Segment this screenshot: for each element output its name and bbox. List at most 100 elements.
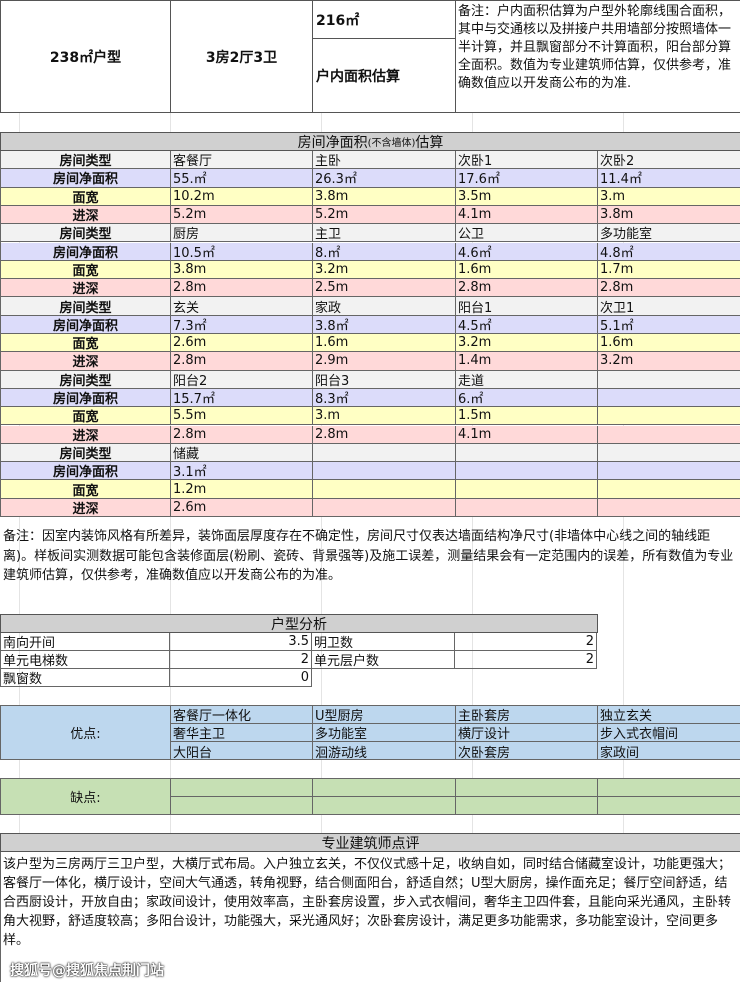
rooms-header: 房间净面积 (不含墙体) 估算 [0,132,740,151]
row-label: 进深 [1,205,171,225]
rooms-title-end: 估算 [415,134,444,151]
review-box [0,852,740,982]
room-cell: 家政 [313,297,456,316]
room-cell: 主卫 [313,224,456,243]
room-cell: 10.2m [171,187,313,206]
room-cell: 储藏 [171,443,313,463]
room-cell: 4.6㎡ [456,242,598,261]
pro-item: 奢华主卫 [171,724,313,742]
analysis-label: 单元层户数 [312,651,455,669]
room-cell: 2.9m [313,352,456,371]
room-cell: 3.2m [313,260,456,280]
row-label: 面宽 [1,334,171,353]
row-label: 房间净面积 [1,462,171,481]
pro-item: 家政间 [598,742,740,761]
room-cell [313,462,456,481]
row-label: 面宽 [1,480,171,499]
room-cell: 3.m [313,407,456,426]
con-item [171,779,313,797]
con-item [171,797,313,815]
room-cell: 2.6m [171,498,313,517]
analysis-table: 南向开间 3.5 明卫数 2 单元电梯数 2 单元层户数 2 飘窗数 0 [0,633,598,687]
room-cell: 多功能室 [598,224,740,243]
rooms-title-small: (不含墙体) [367,138,416,149]
room-cell: 2.8m [171,279,313,298]
row-label: 房间类型 [1,370,171,389]
room-cell: 5.2m [313,205,456,225]
analysis-label: 明卫数 [312,633,455,651]
row-label: 面宽 [1,407,171,426]
analysis-value: 2 [455,651,597,669]
pros-label: 优点: [1,706,171,759]
room-cell: 客餐厅 [171,151,313,170]
room-cell: 2.8m [313,425,456,444]
room-cell: 5.5m [171,407,313,426]
room-cell: 1.6m [598,334,740,353]
room-cell: 3.2m [456,334,598,353]
pro-item: 客餐厅一体化 [171,706,313,724]
area-label: 户内面积估算 [313,39,456,112]
room-cell: 8.㎡ [313,242,456,261]
room-cell: 4.1m [456,205,598,225]
row-label: 房间类型 [1,443,171,463]
room-cell: 2.8m [456,279,598,298]
room-cell: 3.8m [598,205,740,225]
room-cell: 4.5㎡ [456,315,598,334]
room-cell [456,443,598,463]
pro-item: 次卧套房 [456,742,598,760]
row-label: 房间净面积 [1,169,171,188]
analysis-value: 2 [170,651,312,669]
analysis-value: 0 [170,669,312,687]
analysis-label: 飘窗数 [0,669,170,687]
room-cell: 1.4m [456,352,598,371]
con-item [313,797,456,815]
pros-section: 优点: 客餐厅一体化 U型厨房 主卧套房 独立玄关 奢华主卫 多功能室 横厅设计 步入式衣帽间… [0,705,740,760]
room-cell [313,443,456,463]
cons-section: 缺点: [0,778,740,815]
row-label: 进深 [1,498,171,517]
analysis-header: 户型分析 [0,614,598,633]
row-label: 进深 [1,352,171,371]
room-cell [598,443,740,463]
room-cell: 阳台1 [456,297,598,316]
row-label: 进深 [1,279,171,298]
row-label: 进深 [1,425,171,444]
room-cell: 4.8㎡ [598,242,740,261]
room-cell: 3.5m [456,187,598,206]
room-cell: 3.8m [171,260,313,280]
room-cell: 6.㎡ [456,388,598,408]
row-label: 房间净面积 [1,242,171,261]
room-cell: 2.8m [171,425,313,444]
room-cell: 次卧1 [456,151,598,170]
con-item [313,779,456,797]
room-cell [598,370,740,389]
layout-type: 3房2厅3卫 [171,1,313,112]
room-cell [598,425,740,444]
pro-item: 大阳台 [171,742,313,760]
watermark: 搜狐号@搜狐焦点荆门站 [10,963,164,979]
rooms-note: 备注：因室内装饰风格有所差异，装饰面层厚度存在不确定性，房间尺寸仅表达墙面结构净… [3,529,734,583]
room-cell: 11.4㎡ [598,169,740,188]
room-cell: 10.5㎡ [171,242,313,261]
room-cell [313,498,456,517]
room-cell: 公卫 [456,224,598,243]
room-cell: 55.㎡ [171,169,313,188]
pro-item: U型厨房 [313,706,456,724]
room-cell: 2.8m [598,279,740,298]
analysis-value: 2 [455,633,597,651]
row-label: 房间类型 [1,151,171,170]
row-label: 房间净面积 [1,315,171,334]
room-cell: 2.6m [171,334,313,353]
unit-type: 238㎡户型 [1,1,171,112]
review-header: 专业建筑师点评 [0,833,740,852]
pro-item: 主卧套房 [456,706,598,724]
room-cell [598,498,740,517]
room-cell: 5.2m [171,205,313,225]
row-label: 房间类型 [1,297,171,316]
pro-item: 步入式衣帽间 [598,724,740,742]
summary-section: 238㎡户型 3房2厅3卫 216㎡ 户内面积估算 备注：户内面积估算为户型外轮… [0,0,740,113]
room-cell: 次卧2 [598,151,740,170]
room-cell: 厨房 [171,224,313,243]
room-cell: 走道 [456,370,598,389]
room-cell [598,407,740,426]
